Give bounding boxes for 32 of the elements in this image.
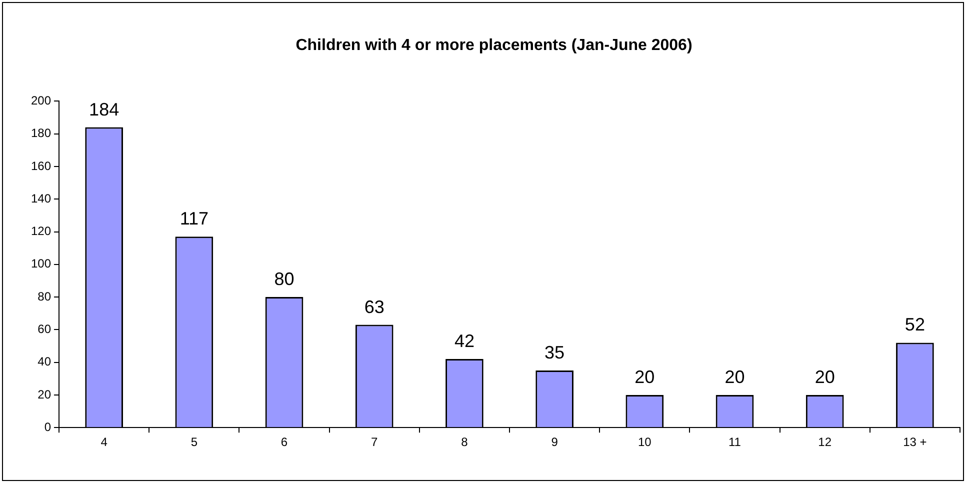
y-tick-label: 40 (38, 354, 52, 369)
y-tick-label: 120 (30, 224, 52, 238)
y-tick-label: 200 (30, 94, 52, 108)
y-tick-label: 80 (38, 289, 52, 304)
data-label: 20 (814, 366, 835, 387)
y-tick-label: 20 (38, 387, 52, 402)
data-label: 20 (724, 366, 745, 387)
data-label: 20 (634, 366, 655, 387)
x-tick-label: 12 (818, 435, 832, 450)
x-tick-label: 6 (280, 435, 288, 450)
y-tick-label: 160 (30, 158, 52, 173)
data-label: 80 (274, 269, 294, 290)
data-label: 35 (544, 342, 565, 362)
x-tick-label: 4 (100, 435, 108, 450)
data-label: 63 (364, 296, 384, 317)
x-tick-label: 7 (371, 435, 378, 450)
data-label: 117 (180, 208, 209, 229)
x-tick-label: 8 (461, 435, 468, 450)
y-tick-label: 140 (30, 191, 52, 206)
x-tick-label: 9 (551, 435, 558, 450)
chart-title: Children with 4 or more placements (Jan-June 2006) (296, 37, 692, 54)
y-tick-label: 180 (30, 126, 52, 140)
y-tick-label: 60 (38, 322, 52, 336)
y-tick-label: 0 (44, 420, 52, 434)
x-tick-label: 13 + (903, 435, 927, 450)
data-label: 184 (89, 99, 120, 120)
data-label: 52 (904, 314, 925, 335)
x-tick-label: 11 (728, 435, 742, 450)
x-tick-label: 5 (190, 435, 198, 450)
data-label: 42 (454, 331, 474, 352)
x-tick-label: 10 (638, 435, 652, 450)
y-tick-label: 100 (30, 256, 52, 271)
